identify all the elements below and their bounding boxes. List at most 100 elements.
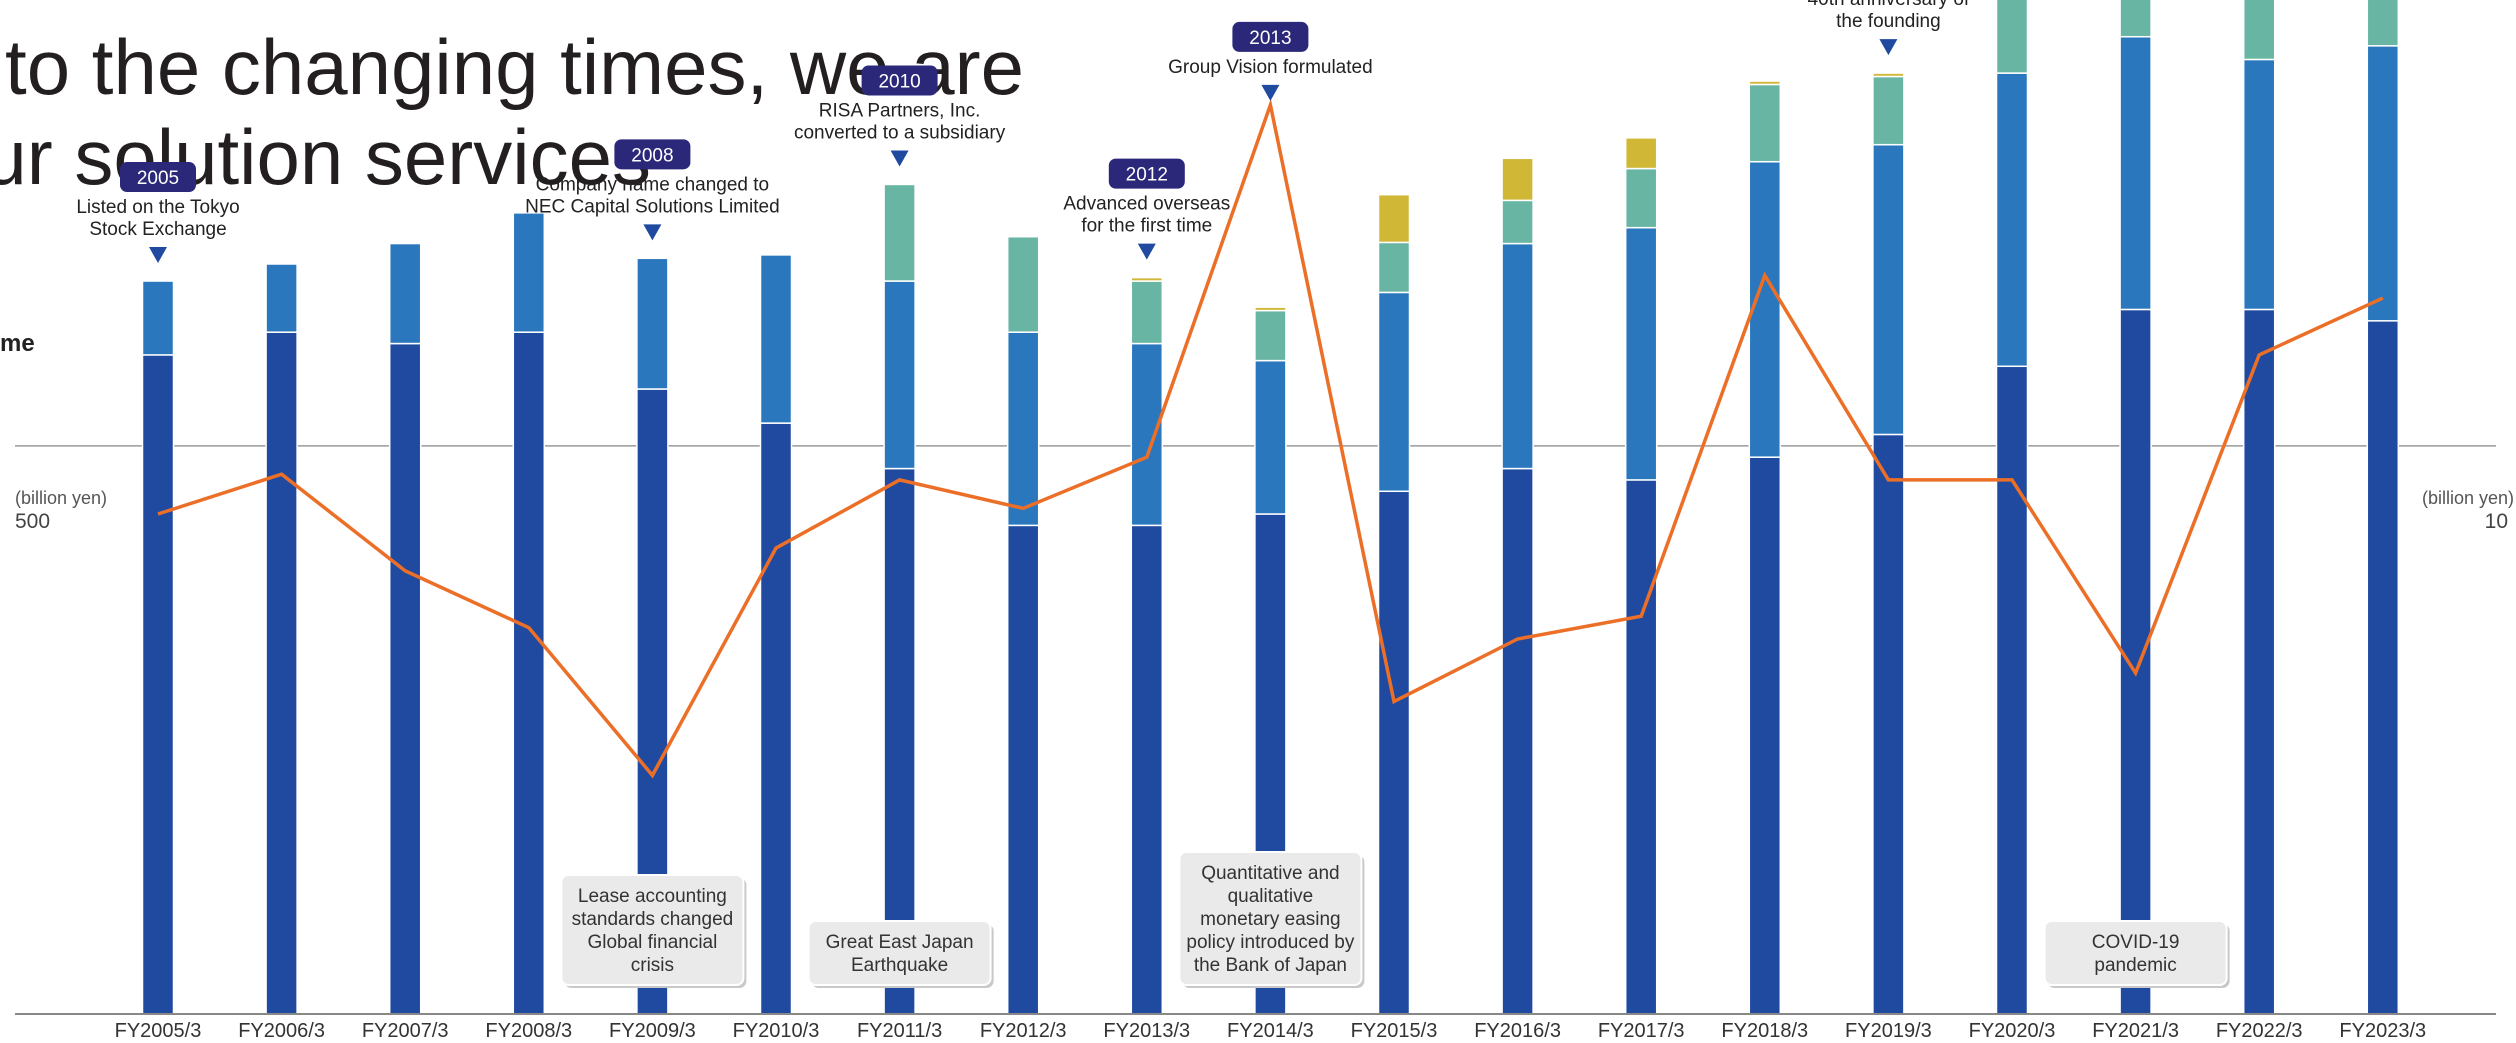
bar-segment-2-FY2020/3 [1995, 72, 2029, 368]
x-tick-label: FY2008/3 [485, 1020, 572, 1042]
bar-segment-3-FY2016/3 [1501, 199, 1534, 245]
x-tick-label: FY2016/3 [1474, 1020, 1561, 1042]
left-axis-unit: (billion yen) [15, 488, 108, 508]
bar-segment-2-FY2005/3 [141, 280, 175, 356]
right-axis-tick: 10 [2484, 510, 2508, 533]
bar-segment-2-FY2007/3 [388, 242, 422, 345]
bar-segment-2-FY2014/3 [1254, 359, 1287, 515]
bar-segment-3-FY2023/3 [2366, 0, 2400, 47]
event-text: 40th anniversary of [1808, 0, 1970, 10]
note-text: monetary easing [1200, 909, 1340, 930]
event-text: Company name changed to [536, 174, 769, 195]
x-tick-label: FY2019/3 [1845, 1020, 1932, 1042]
bar-segment-3-FY2013/3 [1130, 280, 1164, 345]
headline-line-2: our solution services [0, 113, 651, 201]
bar-segment-1-FY2013/3 [1130, 524, 1164, 1015]
bar-segment-3-FY2014/3 [1254, 309, 1287, 362]
bar-segment-1-FY2008/3 [512, 331, 546, 1015]
event-year-badge [1232, 21, 1309, 52]
right-axis-unit: (billion yen) [2421, 488, 2514, 508]
bar-segment-3-FY2021/3 [2119, 0, 2152, 38]
bar-segment-4-FY2015/3 [1377, 193, 1411, 244]
note-box [560, 874, 745, 986]
line-series [157, 98, 2384, 779]
event-year-badge [1108, 158, 1185, 189]
note-text: Great East Japan [826, 932, 974, 953]
bar-segment-2-FY2016/3 [1501, 242, 1534, 470]
event-year: 2005 [137, 168, 179, 189]
event-year-badge [861, 65, 938, 96]
x-tick-label: FY2017/3 [1598, 1020, 1685, 1042]
x-tick-label: FY2022/3 [2216, 1020, 2303, 1042]
x-tick-label: FY2010/3 [733, 1020, 820, 1042]
event-text: Advanced overseas [1063, 194, 1230, 215]
x-tick-label: FY2013/3 [1103, 1020, 1190, 1042]
note-text: Earthquake [851, 955, 948, 976]
event-marker-icon [149, 247, 167, 264]
event-marker-icon [1137, 243, 1156, 260]
bar-segment-1-FY2019/3 [1872, 433, 1905, 1015]
bar-segment-2-FY2021/3 [2119, 35, 2152, 311]
bar-segment-3-FY2011/3 [883, 183, 916, 282]
note-box [1178, 851, 1363, 986]
note-text: policy introduced by [1186, 932, 1354, 953]
note-text: COVID-19 [2092, 932, 2180, 953]
event-year-badge [614, 139, 691, 170]
note-text: pandemic [2094, 955, 2176, 976]
x-tick-label: FY2006/3 [238, 1020, 325, 1042]
note-text: crisis [631, 955, 674, 976]
bar-segment-2-FY2011/3 [883, 280, 916, 470]
bar-segment-4-FY2018/3 [1748, 80, 1782, 86]
event-text: Listed on the Tokyo [76, 197, 239, 218]
event-year: 2012 [1126, 165, 1168, 186]
note-box [807, 920, 992, 986]
bar-segment-1-FY2017/3 [1624, 479, 1658, 1015]
x-tick-label: FY2021/3 [2092, 1020, 2179, 1042]
x-tick-label: FY2020/3 [1969, 1020, 2056, 1042]
bar-segment-2-FY2023/3 [2366, 45, 2400, 322]
bar-segment-3-FY2020/3 [1995, 0, 2029, 74]
bar-segment-3-FY2022/3 [2242, 0, 2276, 61]
bar-segment-1-FY2016/3 [1501, 467, 1534, 1015]
event-text: converted to a subsidiary [794, 122, 1006, 143]
left-axis-tick: 500 [15, 510, 51, 533]
bar-segment-3-FY2012/3 [1006, 235, 1040, 333]
bar-segment-2-FY2022/3 [2242, 58, 2276, 311]
headline: e to the changing times, we are our solu… [0, 22, 1100, 212]
x-tick-label: FY2011/3 [857, 1020, 942, 1042]
bar-segment-4-FY2013/3 [1130, 276, 1164, 282]
bar-segment-1-FY2022/3 [2242, 308, 2276, 1015]
note-text: Global financial [587, 932, 717, 953]
event-text: the founding [1836, 11, 1941, 32]
bar-segment-1-FY2021/3 [2119, 308, 2152, 1015]
bar-segment-4-FY2014/3 [1254, 306, 1287, 312]
bar-segment-1-FY2007/3 [388, 342, 422, 1015]
headline-line-1: e to the changing times, we are [0, 23, 1024, 111]
bar-segment-3-FY2015/3 [1377, 241, 1411, 294]
event-text: RISA Partners, Inc. [819, 100, 981, 121]
bar-segment-1-FY2010/3 [759, 422, 793, 1015]
event-marker-icon [643, 224, 662, 241]
note-text: Quantitative and [1201, 863, 1339, 884]
event-year: 2010 [878, 71, 920, 92]
bar-segment-2-FY2012/3 [1006, 331, 1040, 527]
event-text: NEC Capital Solutions Limited [525, 196, 780, 217]
note-text: standards changed [572, 909, 734, 930]
series-label-fragment: me [0, 330, 35, 357]
x-tick-label: FY2018/3 [1721, 1020, 1808, 1042]
bar-segment-3-FY2019/3 [1872, 75, 1905, 146]
bar-segment-1-FY2005/3 [141, 354, 175, 1015]
event-year-badge [120, 162, 196, 193]
event-marker-icon [890, 150, 909, 167]
x-tick-label: FY2009/3 [609, 1020, 696, 1042]
bar-segment-1-FY2020/3 [1995, 365, 2029, 1015]
bar-segment-3-FY2018/3 [1748, 83, 1782, 163]
bar-segment-4-FY2019/3 [1872, 72, 1905, 78]
bar-segment-2-FY2009/3 [636, 257, 669, 390]
bar-segment-1-FY2015/3 [1377, 490, 1411, 1015]
x-tick-label: FY2023/3 [2339, 1020, 2426, 1042]
event-text: Stock Exchange [89, 219, 226, 240]
event-text: Group Vision formulated [1168, 57, 1373, 78]
bar-segment-4-FY2017/3 [1624, 137, 1658, 170]
x-tick-label: FY2005/3 [115, 1020, 202, 1042]
